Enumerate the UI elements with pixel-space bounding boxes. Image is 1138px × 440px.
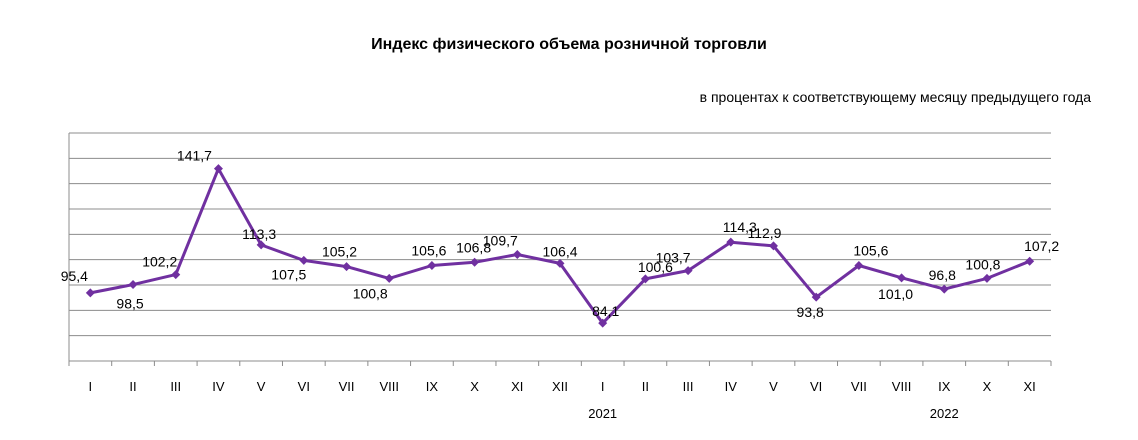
x-tick-label: IV xyxy=(212,379,225,394)
data-label: 84,1 xyxy=(592,303,619,319)
data-point xyxy=(854,261,864,271)
data-point xyxy=(213,164,223,174)
data-point xyxy=(555,258,565,268)
data-label: 95,4 xyxy=(61,268,88,284)
x-tick-label: VIII xyxy=(379,379,399,394)
data-label: 100,6 xyxy=(638,259,673,275)
x-tick-label: V xyxy=(257,379,266,394)
data-label: 112,9 xyxy=(747,225,781,241)
data-point xyxy=(1025,256,1035,266)
x-tick-label: III xyxy=(683,379,694,394)
data-point xyxy=(299,255,309,265)
data-label: 141,7 xyxy=(177,148,212,164)
data-label: 96,8 xyxy=(929,267,956,283)
data-label: 100,8 xyxy=(965,256,1000,272)
data-point xyxy=(128,280,138,290)
x-tick-label: VIII xyxy=(892,379,912,394)
x-tick-label: I xyxy=(89,379,93,394)
x-tick-label: VI xyxy=(298,379,310,394)
data-point xyxy=(683,266,693,276)
year-label: 2021 xyxy=(588,406,617,421)
data-point xyxy=(939,284,949,294)
data-label: 105,2 xyxy=(322,244,357,260)
x-tick-label: XI xyxy=(1024,379,1036,394)
data-label: 98,5 xyxy=(116,296,143,312)
data-point xyxy=(342,262,352,272)
x-tick-label: X xyxy=(470,379,479,394)
data-label: 105,6 xyxy=(853,243,888,259)
data-label: 113,3 xyxy=(242,226,276,242)
x-tick-label: X xyxy=(983,379,992,394)
data-label: 109,7 xyxy=(483,233,518,249)
x-tick-label: IV xyxy=(725,379,738,394)
x-tick-label: II xyxy=(129,379,136,394)
x-tick-label: XII xyxy=(552,379,568,394)
data-point xyxy=(768,241,778,251)
x-tick-label: XI xyxy=(511,379,523,394)
x-tick-label: V xyxy=(769,379,778,394)
data-label: 100,8 xyxy=(353,285,388,301)
x-tick-label: VII xyxy=(851,379,867,394)
data-point xyxy=(598,318,608,328)
chart-title: Индекс физического объема розничной торг… xyxy=(371,36,767,53)
year-label: 2022 xyxy=(930,406,959,421)
chart-subtitle: в процентах к соответствующему месяцу пр… xyxy=(699,89,1091,105)
data-point xyxy=(640,274,650,284)
data-point xyxy=(384,273,394,283)
data-label: 93,8 xyxy=(797,304,824,320)
data-label: 106,4 xyxy=(542,243,577,259)
data-label: 103,7 xyxy=(656,250,691,266)
x-tick-label: III xyxy=(170,379,181,394)
data-point xyxy=(726,237,736,247)
x-tick-label: VI xyxy=(810,379,822,394)
data-label: 101,0 xyxy=(878,286,913,302)
data-point xyxy=(512,250,522,260)
data-label: 102,2 xyxy=(142,254,177,270)
data-point xyxy=(470,257,480,267)
x-tick-label: IX xyxy=(426,379,439,394)
data-label: 107,5 xyxy=(271,266,306,282)
data-point xyxy=(982,273,992,283)
data-point xyxy=(811,292,821,302)
data-label: 114,3 xyxy=(723,219,757,235)
x-tick-label: IX xyxy=(938,379,951,394)
x-tick-label: I xyxy=(601,379,605,394)
data-point xyxy=(85,288,95,298)
data-point xyxy=(171,270,181,280)
data-point xyxy=(897,273,907,283)
data-point xyxy=(256,240,266,250)
data-label: 107,2 xyxy=(1024,238,1059,254)
data-point xyxy=(427,261,437,271)
data-label: 106,8 xyxy=(456,239,491,255)
x-tick-label: VII xyxy=(339,379,355,394)
data-label: 105,6 xyxy=(411,243,446,259)
x-tick-label: II xyxy=(642,379,649,394)
